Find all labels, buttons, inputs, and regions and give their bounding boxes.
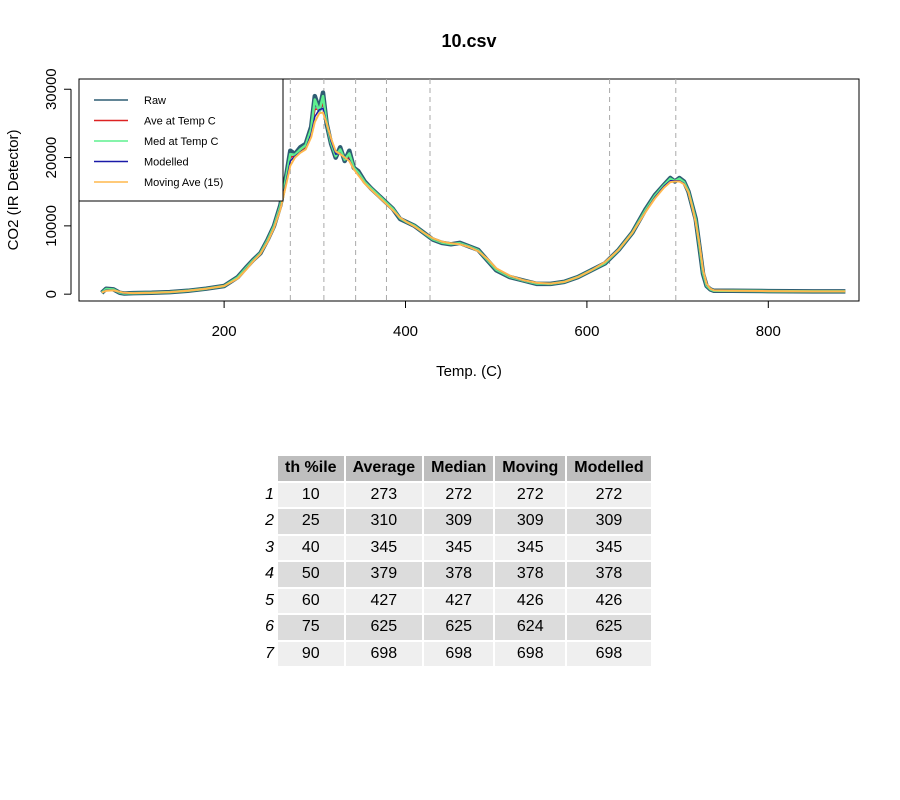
table-cell: 625 <box>567 615 651 640</box>
table-row: 3 40 345 345 345 345 <box>260 535 651 560</box>
table-cell: 60 <box>278 588 344 613</box>
row-number: 5 <box>265 591 274 609</box>
table-cell: 25 <box>278 509 344 534</box>
legend-label: Raw <box>144 95 166 107</box>
table-row: 6 75 625 625 624 625 <box>260 615 651 640</box>
table-cell: 426 <box>567 588 651 613</box>
legend: Raw Ave at Temp C Med at Temp C Modelled Mov… <box>78 78 284 202</box>
x-axis-label: Temp. (C) <box>436 363 502 380</box>
table-cell: 625 <box>345 615 423 640</box>
table-cell: 309 <box>424 509 494 534</box>
table-cell: 272 <box>567 482 651 507</box>
table-cell: 698 <box>424 641 494 666</box>
table-cell: 698 <box>345 641 423 666</box>
series-line-moving-ave-15 <box>101 111 846 295</box>
x-tick-label: 400 <box>393 323 418 340</box>
table-cell: 90 <box>278 641 344 666</box>
table-cell: 50 <box>278 562 344 587</box>
table-cell: 625 <box>424 615 494 640</box>
chart-title: 10.csv <box>441 31 496 51</box>
table-cell: 379 <box>345 562 423 587</box>
table-cell: 309 <box>567 509 651 534</box>
table-cell: 426 <box>495 588 566 613</box>
y-tick-label: 0 <box>43 290 60 298</box>
row-number: 1 <box>265 485 274 503</box>
table-row: 1 10 273 272 272 272 <box>260 482 651 507</box>
legend-label: Moving Ave (15) <box>144 177 223 189</box>
table-cell: 309 <box>495 509 566 534</box>
y-tick-label: 20000 <box>43 137 60 179</box>
percentile-table: th %ile Average Median Moving Modelled 1… <box>258 454 653 668</box>
table-row: 5 60 427 427 426 426 <box>260 588 651 613</box>
header-percentile: th %ile <box>278 456 344 481</box>
x-tick-label: 200 <box>212 323 237 340</box>
table-cell: 40 <box>278 535 344 560</box>
header-average: Average <box>345 456 423 481</box>
table-row: 7 90 698 698 698 698 <box>260 641 651 666</box>
row-number-header <box>260 456 276 481</box>
table-cell: 427 <box>345 588 423 613</box>
y-tick-label: 10000 <box>43 205 60 247</box>
header-moving: Moving <box>495 456 566 481</box>
table-row: 2 25 310 309 309 309 <box>260 509 651 534</box>
legend-label: Med at Temp C <box>144 136 218 148</box>
table-cell: 272 <box>495 482 566 507</box>
header-median: Median <box>424 456 494 481</box>
table-cell: 698 <box>567 641 651 666</box>
x-tick-label: 800 <box>756 323 781 340</box>
table-cell: 624 <box>495 615 566 640</box>
table-cell: 272 <box>424 482 494 507</box>
axes: 200 400 600 800 0 10000 20000 30000 <box>43 68 781 340</box>
header-modelled: Modelled <box>567 456 651 481</box>
table-cell: 345 <box>345 535 423 560</box>
percentile-lines <box>289 79 677 301</box>
legend-label: Ave at Temp C <box>144 116 216 128</box>
table-row: 4 50 379 378 378 378 <box>260 562 651 587</box>
table-cell: 310 <box>345 509 423 534</box>
table-cell: 273 <box>345 482 423 507</box>
table-cell: 75 <box>278 615 344 640</box>
table-header-row: th %ile Average Median Moving Modelled <box>260 456 651 481</box>
x-tick-label: 600 <box>574 323 599 340</box>
legend-label: Modelled <box>144 157 189 169</box>
table-cell: 345 <box>424 535 494 560</box>
chart: 10.csv 200 400 600 800 0 10000 20000 30000 Temp… <box>5 31 860 380</box>
table-cell: 345 <box>567 535 651 560</box>
row-number: 7 <box>265 644 274 662</box>
row-number: 3 <box>265 538 274 556</box>
row-number: 6 <box>265 618 274 636</box>
table-cell: 698 <box>495 641 566 666</box>
table-cell: 378 <box>567 562 651 587</box>
row-number: 2 <box>265 512 274 530</box>
table-cell: 427 <box>424 588 494 613</box>
series-lines <box>100 90 846 296</box>
y-tick-label: 30000 <box>43 68 60 110</box>
table-cell: 345 <box>495 535 566 560</box>
table-cell: 10 <box>278 482 344 507</box>
table-cell: 378 <box>495 562 566 587</box>
table-cell: 378 <box>424 562 494 587</box>
row-number: 4 <box>265 565 274 583</box>
y-axis-label: CO2 (IR Detector) <box>5 130 22 251</box>
